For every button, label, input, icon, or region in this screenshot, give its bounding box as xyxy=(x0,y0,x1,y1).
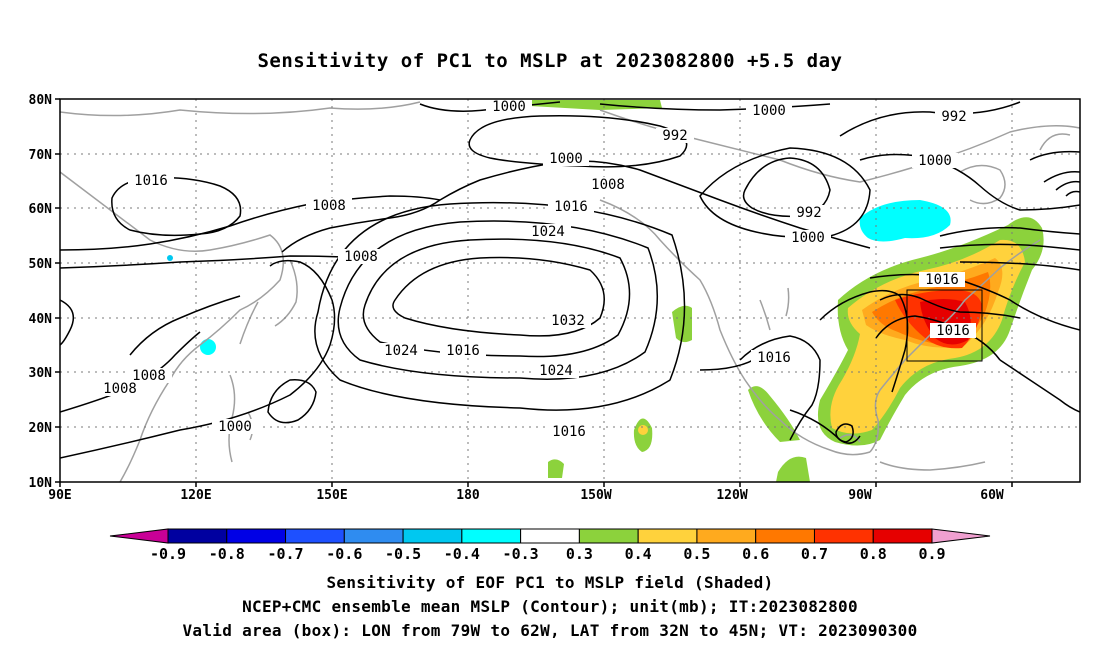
shade-south-patch xyxy=(548,459,564,478)
valid-area-box xyxy=(906,289,983,362)
contour-label: 1000 xyxy=(492,99,526,115)
colorbar-label: -0.7 xyxy=(267,545,303,563)
footer-line-2: NCEP+CMC ensemble mean MSLP (Contour); u… xyxy=(242,597,858,616)
colorbar-cell xyxy=(402,528,463,544)
shade-arctic xyxy=(530,100,662,110)
map-frame xyxy=(59,98,1081,483)
colorbar-high-arrow xyxy=(931,528,991,544)
contour-label: 1008 xyxy=(103,381,137,397)
lon-label: 90E xyxy=(48,488,71,503)
colorbar-label: 0.4 xyxy=(625,545,652,563)
shade-hawaii-core xyxy=(638,425,648,435)
lat-label: 80N xyxy=(29,93,53,108)
contour-label: 1016 xyxy=(554,199,588,215)
lon-label: 120W xyxy=(716,488,747,503)
colorbar-cell xyxy=(637,528,698,544)
colorbar-cells xyxy=(167,528,933,544)
colorbar-cell xyxy=(167,528,228,544)
shade-pacific-patch xyxy=(672,305,692,343)
colorbar-label: 0.6 xyxy=(742,545,769,563)
colorbar: -0.9 -0.8 -0.7 -0.6 -0.5 -0.4 -0.3 0.3 0.4 0.5 0.6… xyxy=(109,528,991,563)
map-title: Sensitivity of PC1 to MSLP at 2023082800… xyxy=(257,50,843,72)
contour-label: 1000 xyxy=(549,151,583,167)
lon-tick-marks xyxy=(59,482,1013,487)
colorbar-cell xyxy=(755,528,815,544)
colorbar-cell xyxy=(226,528,287,544)
contour-label: 1024 xyxy=(531,224,565,240)
colorbar-label: 0.8 xyxy=(860,545,887,563)
contour-label: 1016 xyxy=(552,424,586,440)
shade-mexico-patch xyxy=(776,456,810,482)
colorbar-label: 0.7 xyxy=(801,545,828,563)
lat-label: 20N xyxy=(29,421,53,436)
lat-label: 60N xyxy=(29,202,53,217)
lon-label: 150E xyxy=(316,488,347,503)
contour-label: 1008 xyxy=(344,249,378,265)
colorbar-cell xyxy=(696,528,757,544)
lat-label: 30N xyxy=(29,366,53,381)
contour-label: 992 xyxy=(941,109,966,125)
lon-label: 60W xyxy=(980,488,1004,503)
colorbar-label: -0.3 xyxy=(503,545,539,563)
contour-label-layer: 1000 1000 992 992 1016 1000 1008 1016 10… xyxy=(97,99,976,440)
lat-label: 10N xyxy=(29,476,53,491)
colorbar-label: -0.5 xyxy=(385,545,421,563)
lat-tick-marks xyxy=(55,98,60,483)
contour-label: 1016 xyxy=(757,350,791,366)
contour-label: 1008 xyxy=(312,198,346,214)
contour-label: 1000 xyxy=(218,419,252,435)
coastlines xyxy=(60,101,1080,482)
colorbar-cell xyxy=(578,528,639,544)
colorbar-cell xyxy=(872,528,933,544)
contour-label: 1008 xyxy=(591,177,625,193)
contour-label: 1016 xyxy=(925,272,959,288)
lat-label: 70N xyxy=(29,148,53,163)
contour-label: 1000 xyxy=(791,230,825,246)
colorbar-cell xyxy=(343,528,404,544)
footer-line-1: Sensitivity of EOF PC1 to MSLP field (Sh… xyxy=(326,573,774,592)
colorbar-low-arrow xyxy=(109,528,169,544)
contour-label: 1024 xyxy=(384,343,418,359)
footer-line-3: Valid area (box): LON from 79W to 62W, L… xyxy=(182,621,918,640)
shade-negative-canada xyxy=(859,200,951,242)
colorbar-label: -0.6 xyxy=(326,545,362,563)
colorbar-label: -0.8 xyxy=(209,545,245,563)
contour-label: 1032 xyxy=(551,313,585,329)
lat-label: 50N xyxy=(29,257,53,272)
colorbar-cell xyxy=(461,528,522,544)
colorbar-cell xyxy=(520,528,580,544)
contour-label: 992 xyxy=(662,128,687,144)
lon-label: 150W xyxy=(580,488,611,503)
colorbar-label: -0.9 xyxy=(150,545,186,563)
colorbar-label: 0.9 xyxy=(918,545,945,563)
contour-label: 1000 xyxy=(918,153,952,169)
lon-label: 90W xyxy=(848,488,872,503)
colorbar-label: -0.4 xyxy=(444,545,480,563)
contour-label: 1000 xyxy=(752,103,786,119)
colorbar-label: 0.5 xyxy=(683,545,710,563)
colorbar-labels: -0.9 -0.8 -0.7 -0.6 -0.5 -0.4 -0.3 0.3 0.4 0.5 0.6… xyxy=(150,545,946,563)
colorbar-cell xyxy=(285,528,345,544)
colorbar-label: 0.3 xyxy=(566,545,593,563)
contour-label: 1008 xyxy=(132,368,166,384)
lon-label: 180 xyxy=(456,488,480,503)
colorbar-cell xyxy=(813,528,874,544)
contour-label: 1016 xyxy=(134,173,168,189)
contour-label: 1024 xyxy=(539,363,573,379)
shade-negative-small xyxy=(167,255,173,261)
lon-label: 120E xyxy=(180,488,211,503)
contour-label: 1016 xyxy=(936,323,970,339)
shade-negative-china xyxy=(200,339,216,355)
lat-label: 40N xyxy=(29,312,53,327)
contour-label: 1016 xyxy=(446,343,480,359)
contour-label: 992 xyxy=(796,205,821,221)
shade-hawaii xyxy=(633,418,653,452)
